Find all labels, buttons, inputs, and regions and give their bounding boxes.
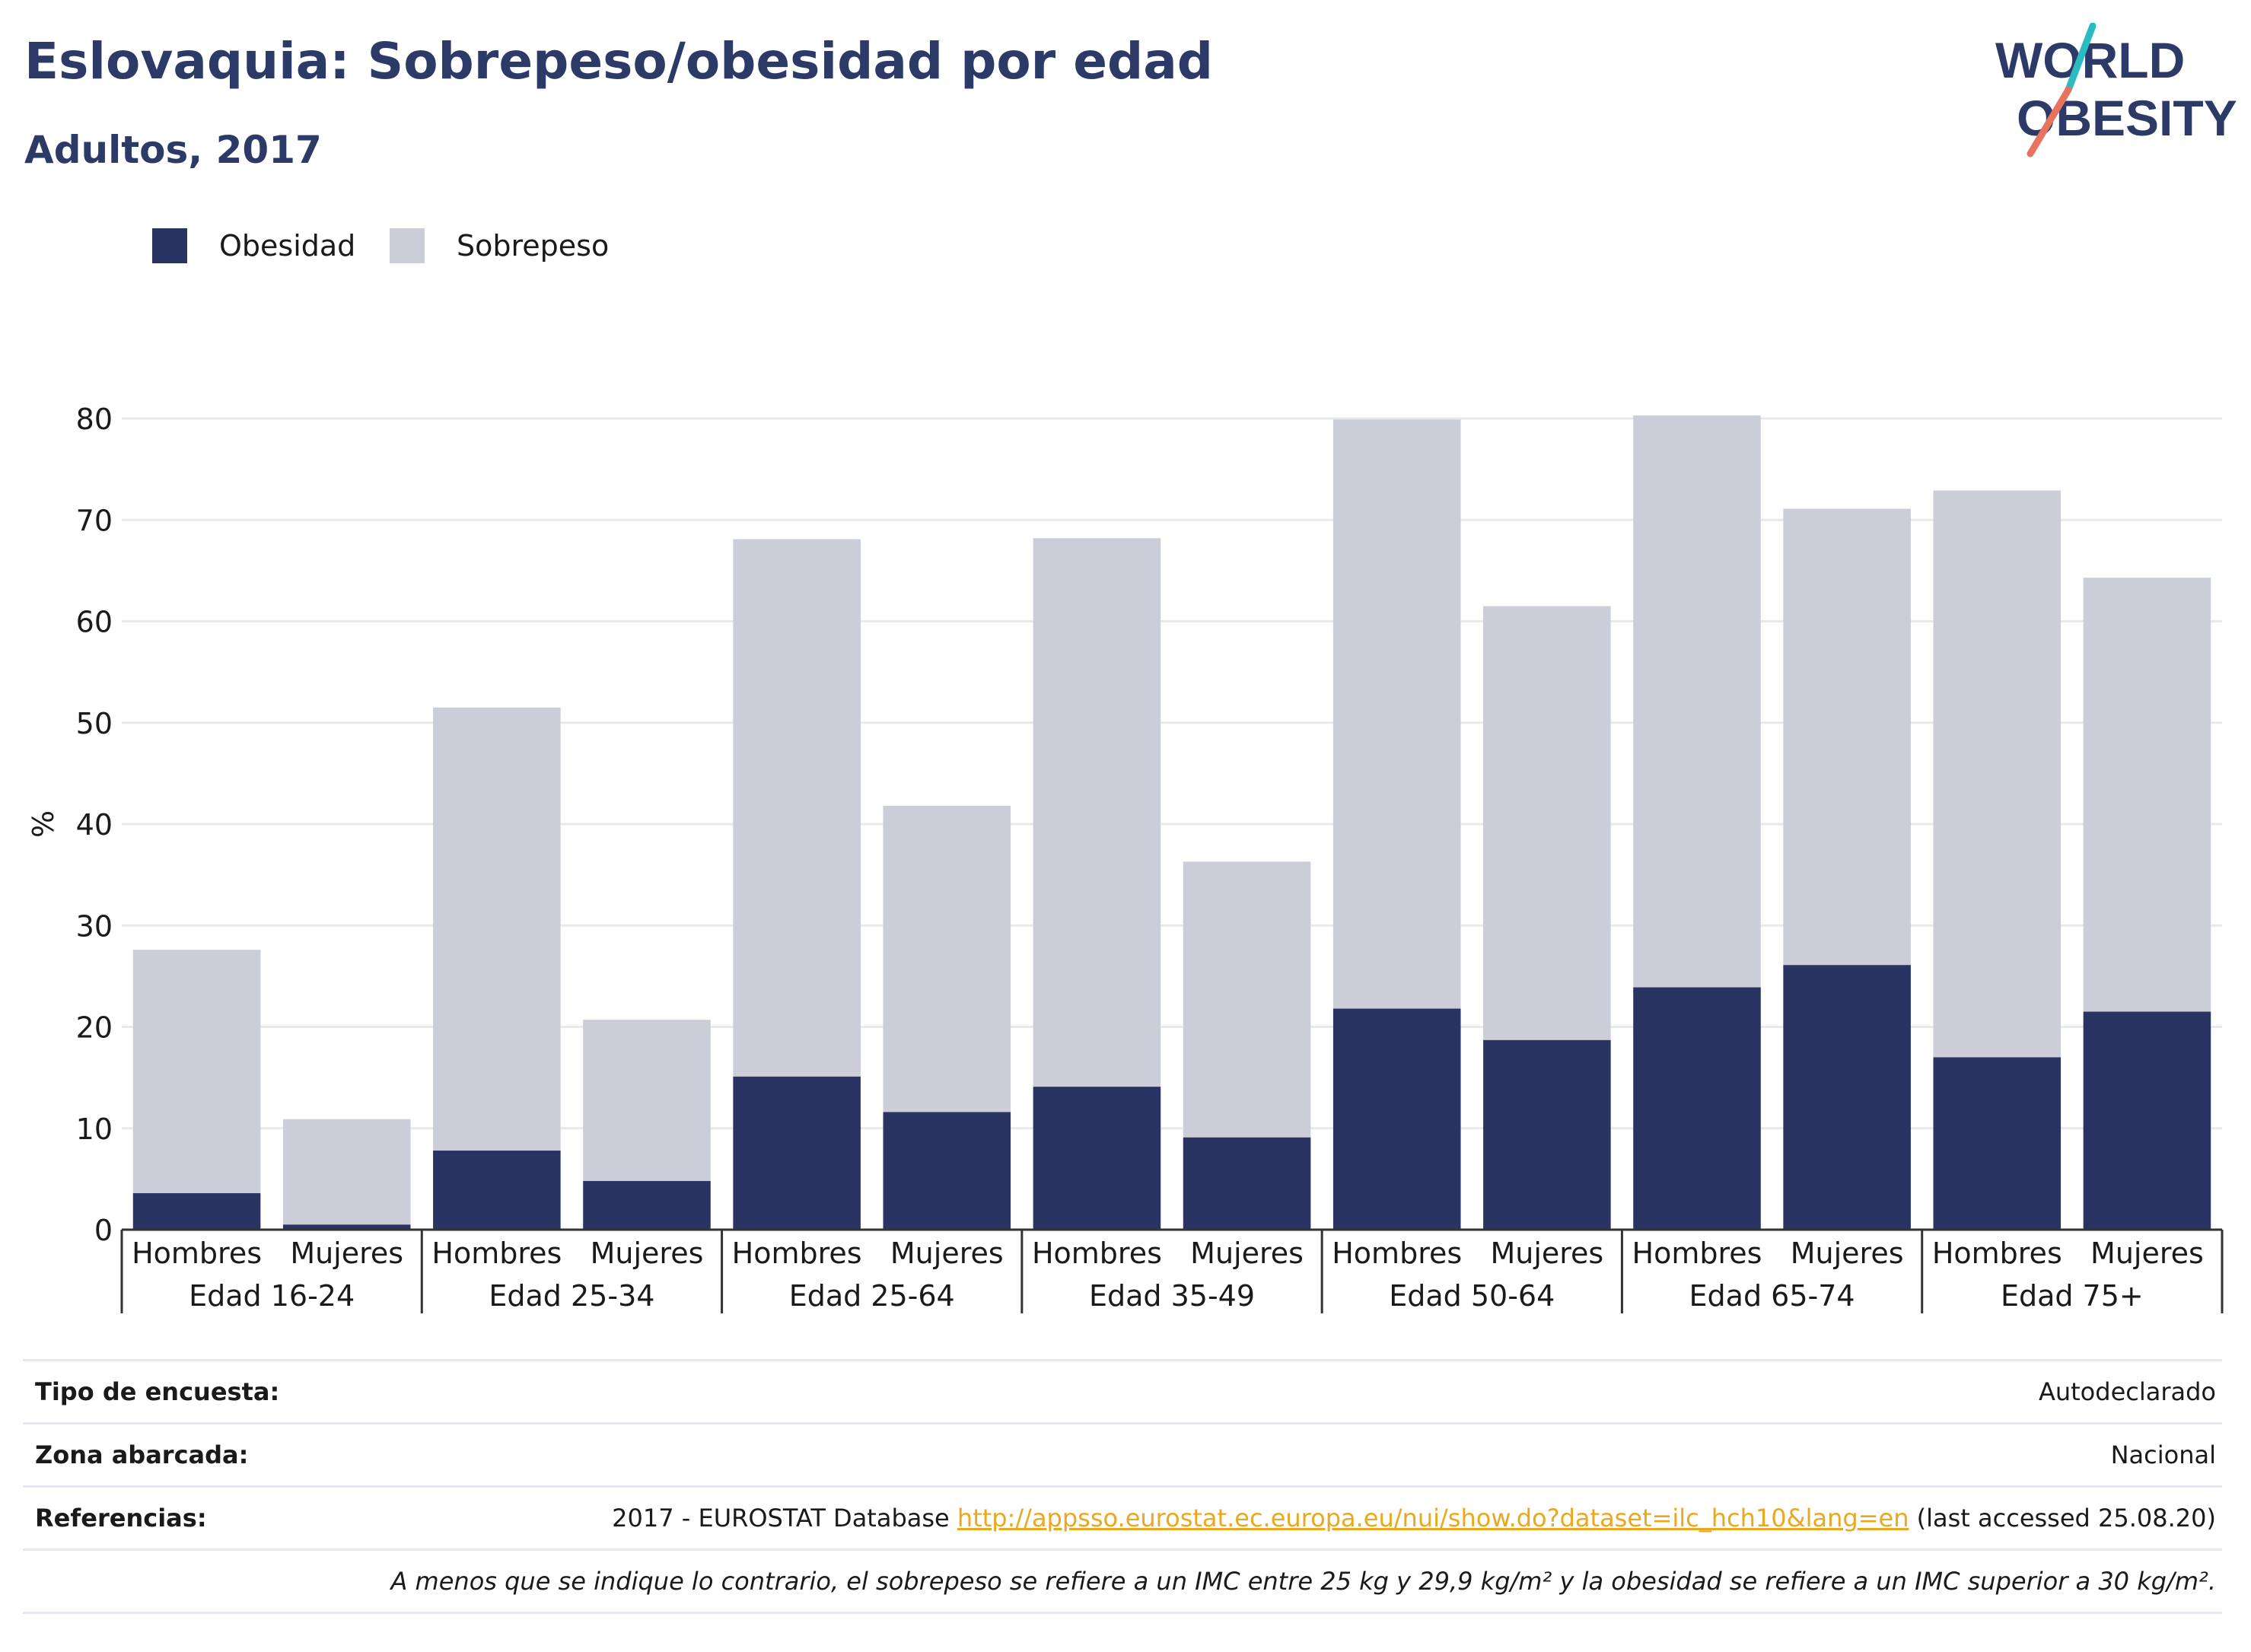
references-label: Referencias: [35, 1504, 207, 1533]
bar-overweight [1783, 508, 1911, 966]
references-suffix: (last accessed 25.08.20) [1916, 1504, 2216, 1533]
legend-swatch-overweight [390, 228, 425, 263]
x-tick-label: Mujeres [1490, 1237, 1603, 1270]
bar-obesity [1633, 987, 1761, 1230]
y-tick-label: 10 [76, 1112, 113, 1146]
info-row-survey: Tipo de encuesta: Autodeclarado [23, 1359, 2222, 1422]
bar-obesity [583, 1181, 711, 1230]
area-label: Zona abarcada: [35, 1440, 249, 1469]
x-group-label: Edad 25-64 [789, 1279, 955, 1313]
x-tick-label: Hombres [1032, 1237, 1162, 1270]
bar-overweight [433, 707, 561, 1151]
x-tick-label: Mujeres [2090, 1237, 2204, 1270]
bar-obesity [883, 1112, 1011, 1230]
info-row-area: Zona abarcada: Nacional [23, 1422, 2222, 1485]
survey-type-value: Autodeclarado [2038, 1377, 2216, 1406]
x-tick-label: Hombres [132, 1237, 262, 1270]
x-tick-label: Mujeres [290, 1237, 403, 1270]
bar-overweight [733, 539, 861, 1077]
bar-obesity [433, 1151, 561, 1230]
x-tick-label: Hombres [1932, 1237, 2062, 1270]
x-tick-label: Mujeres [1190, 1237, 1304, 1270]
y-tick-label: 20 [76, 1011, 113, 1045]
x-group-label: Edad 16-24 [189, 1279, 355, 1313]
bar-overweight [1033, 538, 1161, 1087]
y-tick-label: 30 [76, 909, 113, 943]
x-tick-label: Hombres [1332, 1237, 1462, 1270]
references-value: 2017 - EUROSTAT Database http://appsso.e… [612, 1488, 2216, 1549]
logo-slash-coral [2027, 86, 2072, 158]
x-tick-label: Hombres [431, 1237, 562, 1270]
area-value: Nacional [2110, 1440, 2216, 1469]
bar-overweight [1933, 490, 2062, 1058]
bar-obesity [2083, 1011, 2211, 1230]
y-tick-label: 50 [76, 707, 113, 740]
bar-overweight [583, 1020, 711, 1182]
bar-obesity [1483, 1039, 1611, 1230]
y-tick-label: 40 [76, 808, 113, 842]
page-title: Eslovaquia: Sobrepeso/obesidad por edad [24, 32, 1213, 91]
info-row-note: A menos que se indique lo contrario, el … [23, 1549, 2222, 1614]
info-table: Tipo de encuesta: Autodeclarado Zona aba… [23, 1359, 2222, 1614]
bar-overweight [2083, 578, 2211, 1012]
x-group-label: Edad 35-49 [1089, 1279, 1255, 1313]
bar-obesity [1933, 1057, 2062, 1230]
bar-overweight [132, 950, 261, 1194]
y-tick-label: 0 [94, 1214, 113, 1247]
stacked-bar-chart: 0 10 20 30 40 50 60 70 80% Hombres Mujeres Hombres M… [27, 403, 2224, 1313]
bar-obesity [282, 1224, 411, 1230]
legend-label-overweight: Sobrepeso [457, 229, 610, 263]
bar-overweight [1483, 606, 1611, 1040]
bar-overweight [1633, 415, 1761, 988]
x-group-label: Edad 50-64 [1389, 1279, 1555, 1313]
definition-note: A menos que se indique lo contrario, el … [390, 1567, 2216, 1596]
survey-type-label: Tipo de encuesta: [35, 1377, 280, 1406]
world-obesity-logo: WORLD OBESITY [1995, 23, 2237, 158]
bar-obesity [1783, 965, 1911, 1230]
y-tick-label: 70 [76, 504, 113, 537]
bar-obesity [733, 1076, 861, 1230]
bar-obesity [132, 1193, 261, 1230]
bar-obesity [1332, 1008, 1461, 1230]
x-tick-label: Mujeres [1791, 1237, 1904, 1270]
y-axis-label: % [27, 810, 60, 838]
x-tick-label: Hombres [732, 1237, 862, 1270]
x-group-label: Edad 75+ [2001, 1279, 2144, 1313]
legend-swatch-obesity [152, 228, 187, 263]
bar-obesity [1183, 1137, 1311, 1230]
bar-overweight [282, 1119, 411, 1225]
x-tick-label: Hombres [1632, 1237, 1762, 1270]
references-prefix: 2017 - EUROSTAT Database [612, 1504, 950, 1533]
bar-overweight [883, 806, 1011, 1112]
info-row-references: Referencias: 2017 - EUROSTAT Database ht… [23, 1485, 2222, 1549]
legend-label-obesity: Obesidad [219, 229, 356, 263]
x-group-label: Edad 25-34 [489, 1279, 654, 1313]
y-tick-label: 60 [76, 606, 113, 639]
logo-slash-teal [2065, 23, 2097, 94]
bar-overweight [1183, 861, 1311, 1138]
x-tick-label: Mujeres [890, 1237, 1004, 1270]
bar-obesity [1033, 1087, 1161, 1230]
bar-overweight [1332, 419, 1461, 1009]
page-subtitle: Adultos, 2017 [24, 128, 322, 172]
references-link[interactable]: http://appsso.eurostat.ec.europa.eu/nui/… [957, 1504, 1909, 1533]
x-group-label: Edad 65-74 [1689, 1279, 1855, 1313]
y-tick-label: 80 [76, 403, 113, 436]
x-tick-label: Mujeres [591, 1237, 704, 1270]
